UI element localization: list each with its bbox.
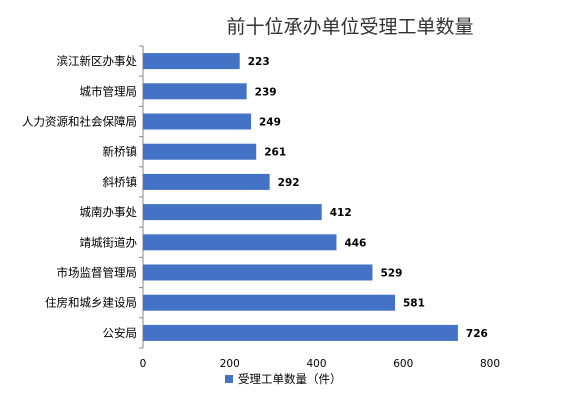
x-tick-label: 200	[220, 358, 240, 370]
data-label: 292	[278, 177, 300, 189]
category-label: 靖城街道办	[80, 235, 138, 249]
x-tick-label: 400	[306, 358, 326, 370]
data-label: 261	[264, 147, 286, 159]
x-tick-label: 800	[480, 358, 500, 370]
category-label: 城市管理局	[80, 84, 138, 98]
data-label: 446	[344, 237, 366, 249]
category-label: 滨江新区办事处	[57, 54, 138, 68]
bar	[143, 294, 396, 311]
bar	[143, 324, 458, 341]
bar	[143, 113, 252, 130]
legend-swatch	[225, 375, 233, 383]
bar	[143, 264, 373, 281]
category-label: 市场监督管理局	[57, 266, 138, 280]
category-label: 人力资源和社会保障局	[22, 115, 137, 129]
category-label: 新桥镇	[103, 145, 138, 159]
x-tick-label: 600	[393, 358, 413, 370]
category-label: 住房和城乡建设局	[45, 296, 137, 310]
data-label: 412	[330, 207, 352, 219]
data-label: 581	[403, 298, 425, 310]
bar	[143, 204, 322, 221]
plot-area: 滨江新区办事处 223 城市管理局 239 人力资源和社会保障局 249 新桥镇 261 斜桥镇…	[22, 45, 500, 370]
legend-label: 受理工单数量（件）	[238, 372, 342, 386]
bar	[143, 83, 247, 100]
bar	[143, 173, 270, 190]
data-label: 239	[255, 86, 277, 98]
category-label: 斜桥镇	[103, 175, 138, 189]
data-label: 249	[259, 117, 281, 129]
category-label: 城南办事处	[80, 205, 138, 219]
chart-title: 前十位承办单位受理工单数量	[226, 16, 473, 38]
bar	[143, 234, 337, 251]
x-tick-label: 0	[140, 358, 147, 370]
data-label: 529	[380, 268, 402, 280]
data-label: 223	[248, 56, 270, 68]
legend: 受理工单数量（件）	[225, 372, 342, 386]
bar	[143, 53, 240, 70]
category-label: 公安局	[103, 326, 138, 340]
data-label: 726	[466, 328, 488, 340]
bar	[143, 143, 257, 160]
